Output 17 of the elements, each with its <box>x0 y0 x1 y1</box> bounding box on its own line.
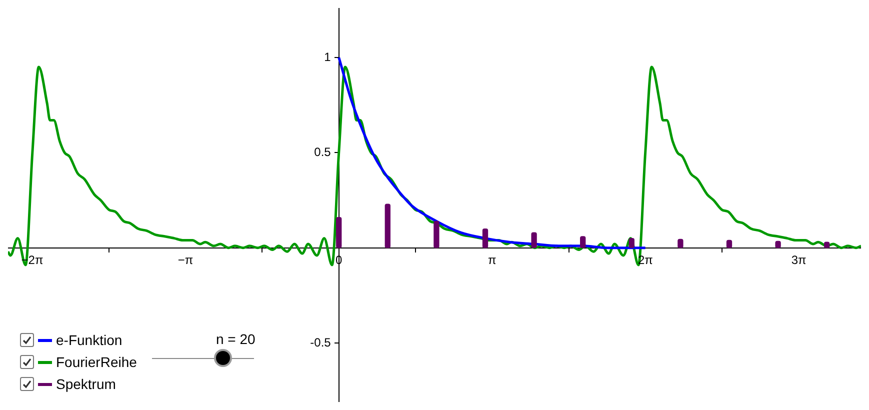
bar <box>482 228 488 248</box>
bar <box>531 232 537 248</box>
legend-label: FourierReihe <box>56 354 137 370</box>
y-tick-label: -0.5 <box>310 335 332 350</box>
x-tick-label: −π <box>178 253 194 268</box>
bar <box>384 204 390 248</box>
legend-label: e-Funktion <box>56 332 122 348</box>
bar <box>434 220 440 248</box>
annotation: n = 20 <box>216 331 256 347</box>
x-tick-label: π <box>488 253 496 268</box>
y-tick-label: 0.5 <box>314 144 332 159</box>
bar <box>336 217 342 248</box>
y-tick-label: 1 <box>324 50 332 64</box>
bar <box>580 236 586 248</box>
x-tick-label: 3π <box>791 253 806 268</box>
line-series <box>338 56 647 250</box>
legend-label: Spektrum <box>56 376 116 392</box>
